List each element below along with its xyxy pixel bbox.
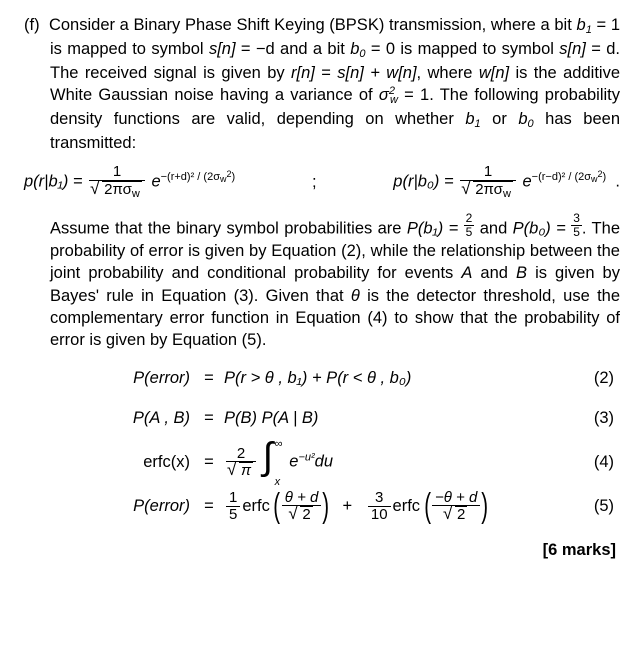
sym-b0b: b [518, 110, 527, 128]
pdf1-den: 2πσ [104, 181, 132, 198]
sym-b0: b [350, 40, 359, 58]
eq4-2: 2 [226, 446, 256, 462]
pdf1-exp: −(r+d)² / (2σ [161, 171, 220, 183]
f25n: 2 [464, 212, 475, 225]
p2-theta: θ [351, 287, 360, 305]
eq2-eq: = [200, 367, 218, 389]
pdf1-expc: ) [232, 171, 236, 183]
p2-pb0: P(b₀) = [513, 220, 572, 238]
p1-d: is mapped to symbol [395, 40, 559, 58]
eq2-rhs: P(r > θ , b₁) + P(r < θ , b₀) [218, 367, 564, 389]
pdf1-num: 1 [89, 164, 145, 180]
pdf1-den-sub: w [132, 188, 140, 200]
sym-sigma-sub: w [390, 94, 398, 106]
eq4-eq: = [200, 451, 218, 473]
sym-sigma-eq: = 1 [398, 86, 429, 104]
pdf-b0: p(r|b₀) = 12πσw e−(r−d)² / (2σw2) . [393, 164, 620, 200]
eq5-eq: = [200, 495, 218, 517]
paragraph-1: (f) Consider a Binary Phase Shift Keying… [24, 14, 620, 154]
eq5-erfc1: erfc [242, 497, 270, 515]
pdf-lhs2: p(r|b₀) = [393, 172, 458, 190]
pdf-lhs1: p(r|b₁) = [24, 172, 87, 190]
eq5-s2a: 2 [300, 506, 312, 523]
paragraph-2: Assume that the binary symbol probabilit… [24, 212, 620, 351]
eq5-c1n: 1 [226, 490, 240, 506]
f35d: 5 [571, 225, 582, 239]
eq5-plus: + [342, 497, 352, 515]
sym-rn: r[n] [291, 64, 315, 82]
p1-f: , where [417, 64, 479, 82]
eq3-rhs: P(B) P(A | B) [218, 407, 564, 429]
pdf-b1: p(r|b₁) = 12πσw e−(r+d)² / (2σw2) [24, 164, 235, 200]
eq4-inttop: ∞ [275, 437, 283, 452]
equation-2: P(error) = P(r > θ , b₁) + P(r < θ , b₀)… [114, 361, 620, 395]
eq5-lhs: P(error) [114, 495, 200, 517]
eq5-c2n: 3 [368, 490, 391, 506]
eq5-a2n: −θ + d [432, 490, 480, 506]
sym-eq0: = 0 [366, 40, 396, 58]
sym-pd: = d [586, 40, 616, 58]
p1-c: and a bit [275, 40, 351, 58]
eq4-du: du [315, 453, 333, 471]
sym-rnsum: s[n] + w[n] [337, 64, 416, 82]
eq5-s2b: 2 [455, 506, 467, 523]
eq5-c1d: 5 [226, 506, 240, 523]
p2-b: and [474, 220, 512, 238]
sym-sigma: σ [379, 86, 389, 104]
eq3-num: (3) [564, 407, 620, 429]
eq3-lhs: P(A , B) [114, 407, 200, 429]
marks-label: [6 marks] [24, 539, 620, 561]
eq4-exp: −u² [298, 452, 314, 464]
eq5-rhs: 15erfc (θ + d2) + 310erfc (−θ + d2) [218, 490, 564, 524]
f25d: 5 [464, 225, 475, 239]
eq5-num: (5) [564, 495, 620, 517]
equation-4: erfc(x) = 2π ∞ ∫ x e−u²du (4) [114, 441, 620, 483]
eq2-num: (2) [564, 367, 620, 389]
part-label: (f) [24, 16, 40, 34]
eq3-eq: = [200, 407, 218, 429]
sym-eq1: = 1 [592, 16, 620, 34]
p2-d: and [472, 264, 516, 282]
sym-sn1: s[n] [209, 40, 236, 58]
eq4-lhs: erfc(x) [143, 453, 190, 471]
sym-b1b: b [465, 110, 474, 128]
eq4-sqrtpi: π [239, 462, 253, 479]
eq5-c2d: 10 [368, 506, 391, 523]
pdf-equations: p(r|b₁) = 12πσw e−(r+d)² / (2σw2) ; p(r|… [24, 164, 620, 200]
p2-A: A [461, 264, 472, 282]
p1-i: or [481, 110, 519, 128]
sym-b1: b [577, 16, 586, 34]
problem-page: (f) Consider a Binary Phase Shift Keying… [0, 0, 644, 648]
p1-a: Consider a Binary Phase Shift Keying (BP… [49, 16, 577, 34]
pdf-semicolon: ; [298, 171, 331, 193]
sym-md: = −d [236, 40, 275, 58]
pdf2-expc: ) [603, 171, 607, 183]
eq2-lhs: P(error) [114, 367, 200, 389]
numbered-equations: P(error) = P(r > θ , b₁) + P(r < θ , b₀)… [24, 361, 620, 523]
equation-5: P(error) = 15erfc (θ + d2) + 310erfc (−θ… [114, 489, 620, 523]
sym-sn2: s[n] [559, 40, 586, 58]
sym-wn: w[n] [479, 64, 509, 82]
pdf2-num: 1 [460, 164, 516, 180]
pdf2-den: 2πσ [475, 181, 503, 198]
sym-rneq: = [315, 64, 337, 82]
p2-a: Assume that the binary symbol probabilit… [50, 220, 407, 238]
eq5-a1n: θ + d [282, 490, 322, 506]
eq4-rhs: 2π ∞ ∫ x e−u²du [218, 441, 564, 483]
p1-b: is mapped to symbol [50, 40, 209, 58]
eq5-erfc2: erfc [393, 497, 421, 515]
trailing-dot: . [611, 172, 620, 190]
p2-pb1: P(b₁) = [407, 220, 464, 238]
eq4-num: (4) [564, 451, 620, 473]
integral-icon: ∞ ∫ x [263, 441, 285, 483]
pdf2-den-sub: w [503, 188, 511, 200]
f35n: 3 [571, 212, 582, 225]
pdf2-exp: −(r−d)² / (2σ [532, 171, 591, 183]
equation-3: P(A , B) = P(B) P(A | B) (3) [114, 401, 620, 435]
p2-B: B [516, 264, 527, 282]
